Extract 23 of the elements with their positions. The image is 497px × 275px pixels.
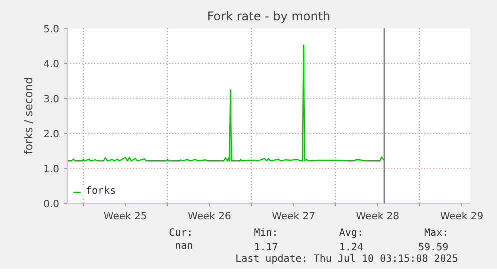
text: 1.24	[339, 242, 364, 254]
y-tick-label: 1.0	[44, 164, 60, 176]
y-tick-label: 0.0	[44, 200, 60, 210]
x-tick-label: Week 27	[272, 212, 316, 222]
x-tick-label: Week 25	[104, 212, 148, 222]
chart-title: Fork rate - by month	[207, 10, 331, 24]
text: Last update: Thu Jul 10 03:15:08 2025	[236, 254, 458, 265]
text: 59.59	[418, 242, 449, 254]
legend-label: forks	[86, 186, 116, 197]
text: 1.17	[254, 242, 278, 254]
y-tick-label: 3.0	[44, 94, 60, 106]
x-tick-label: Week 26	[188, 212, 232, 222]
text: Avg:	[339, 228, 364, 239]
x-tick-label: Week 29	[440, 212, 484, 222]
y-axis-title: forks / second	[22, 77, 36, 155]
text: Min:	[254, 228, 278, 239]
x-tick-label: Week 28	[356, 212, 400, 222]
y-tick-label: 4.0	[44, 60, 60, 70]
y-tick-label: 2.0	[44, 130, 60, 140]
text: Max:	[424, 228, 449, 239]
text: Cur:	[169, 228, 194, 239]
y-tick-label: 5.0	[44, 24, 60, 36]
text: nan	[175, 241, 194, 252]
